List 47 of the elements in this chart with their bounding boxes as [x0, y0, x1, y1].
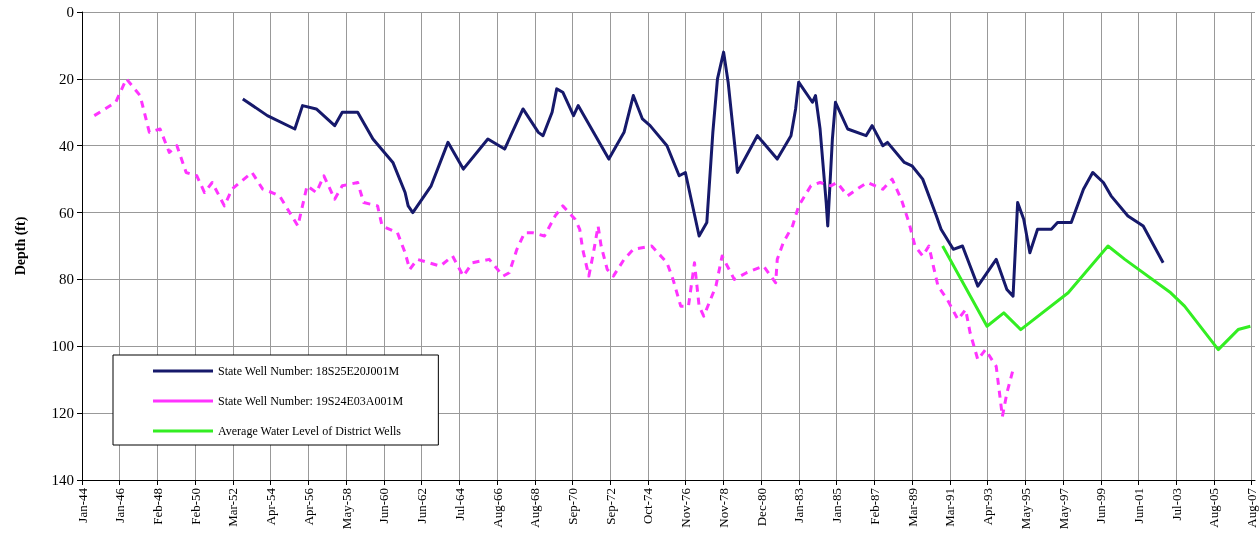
x-tick-label: Sep-70	[565, 488, 581, 525]
x-tick-label: Oct-74	[640, 487, 656, 525]
legend-label: State Well Number: 18S25E20J001M	[218, 364, 400, 378]
x-tick-label: Mar-89	[904, 488, 920, 527]
x-tick-label: Jul-03	[1168, 488, 1184, 521]
x-tick-label: Feb-50	[187, 488, 203, 525]
x-tick-label: Jun-62	[414, 488, 430, 524]
y-tick-label: 120	[51, 405, 74, 422]
y-tick-label: 20	[59, 70, 74, 87]
x-tick-label: Jun-01	[1131, 488, 1147, 524]
x-tick-label: Jan-44	[74, 487, 90, 523]
line-series	[241, 50, 1165, 298]
x-tick-label: Feb-87	[866, 487, 882, 525]
x-tick-label: Apr-56	[300, 487, 316, 526]
x-tick-label: Aug-66	[489, 487, 505, 528]
y-tick-label: 80	[59, 271, 74, 288]
x-tick-label: Jun-99	[1093, 488, 1109, 524]
x-tick-label: Nov-76	[678, 487, 694, 528]
x-tick-label: Sep-72	[602, 488, 618, 525]
x-tick-label: May-95	[1017, 488, 1033, 530]
y-tick-label: 0	[66, 4, 74, 20]
x-tick-label: Jan-83	[791, 488, 807, 523]
x-tick-label: Jul-64	[451, 487, 467, 521]
x-tick-label: Dec-80	[753, 488, 769, 527]
x-tick-label: May-97	[1055, 487, 1071, 530]
y-tick-label: 60	[59, 204, 74, 221]
x-tick-label: Aug-05	[1206, 488, 1222, 528]
x-tick-label: Apr-93	[980, 488, 996, 526]
y-axis-title: Depth (ft)	[12, 216, 29, 276]
x-tick-label: Jan-85	[829, 488, 845, 523]
y-tick-label: 100	[51, 338, 74, 355]
line-series	[92, 77, 1015, 418]
y-tick-label: 140	[51, 472, 74, 488]
x-tick-label: Feb-48	[149, 488, 165, 525]
x-tick-label: Jan-46	[112, 487, 128, 523]
x-tick-label: Aug-68	[527, 488, 543, 528]
x-tick-label: May-58	[338, 488, 354, 530]
line-series	[941, 244, 1252, 352]
x-tick-label: Mar-52	[225, 488, 241, 527]
x-tick-label: Jun-60	[376, 488, 392, 524]
x-tick-label: Mar-91	[942, 488, 958, 527]
y-tick-label: 40	[59, 137, 74, 154]
legend-label: Average Water Level of District Wells	[218, 424, 402, 438]
x-tick-label: Aug-07	[1244, 487, 1260, 528]
x-tick-label: Apr-54	[263, 487, 279, 526]
legend-label: State Well Number: 19S24E03A001M	[218, 394, 404, 408]
x-tick-label: Nov-78	[715, 488, 731, 528]
